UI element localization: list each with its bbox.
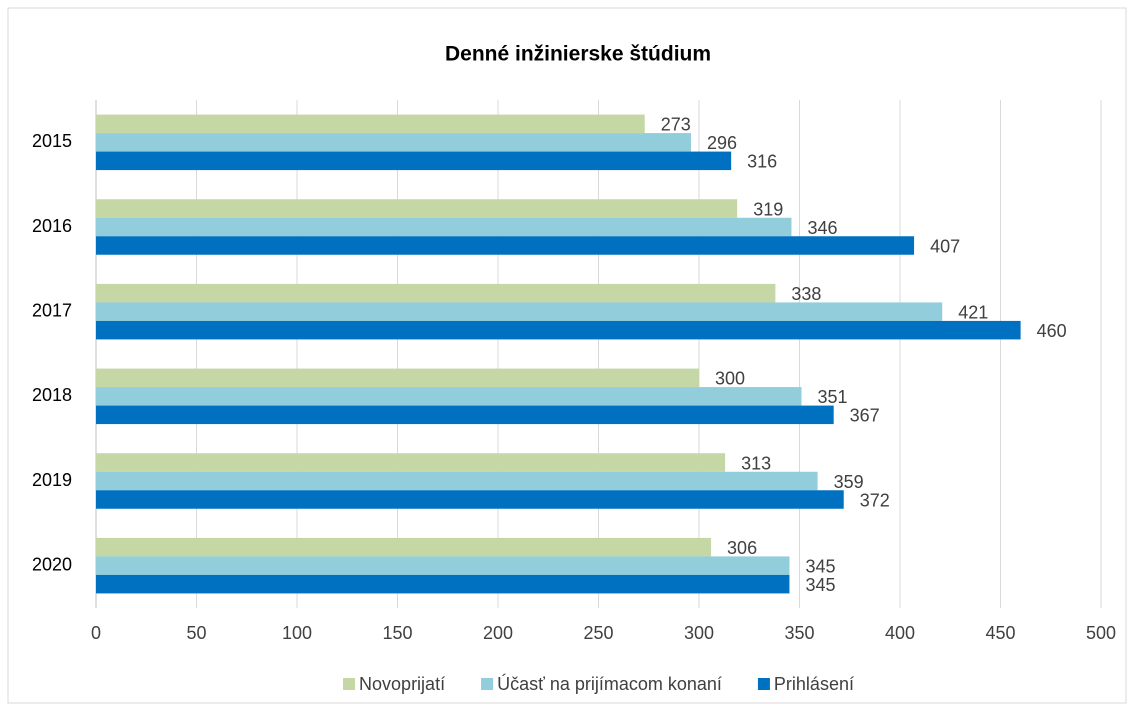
legend-label: Účasť na prijímacom konaní (497, 673, 722, 694)
chart-border (7, 7, 1127, 704)
bar (96, 405, 834, 425)
data-label: 300 (715, 369, 745, 389)
data-label: 367 (850, 406, 880, 426)
bar (96, 574, 790, 594)
data-label: 345 (805, 556, 835, 576)
bar (96, 236, 915, 255)
x-tick-label: 400 (885, 623, 915, 643)
data-label: 319 (753, 199, 783, 219)
data-label: 359 (834, 472, 864, 492)
bar (96, 302, 943, 321)
data-label: 313 (741, 453, 771, 473)
y-tick-label: 2019 (32, 470, 72, 490)
data-label: 407 (930, 236, 960, 256)
y-tick-label: 2017 (32, 300, 72, 320)
data-label: 460 (1037, 321, 1067, 341)
legend-swatch (757, 678, 770, 690)
bar (96, 133, 691, 152)
x-tick-label: 150 (382, 623, 412, 643)
legend-swatch (343, 678, 356, 690)
y-tick-label: 2020 (32, 554, 72, 574)
data-label: 316 (747, 152, 777, 172)
x-tick-label: 450 (985, 623, 1015, 643)
bar (96, 217, 792, 237)
bar (96, 199, 738, 218)
legend-label: Novoprijatí (359, 674, 445, 694)
legend-swatch (481, 678, 494, 690)
y-tick-label: 2016 (32, 216, 72, 236)
bar (96, 537, 712, 557)
data-label: 345 (805, 575, 835, 595)
data-label: 273 (661, 115, 691, 135)
data-label: 306 (727, 538, 757, 558)
data-label: 421 (958, 302, 988, 322)
x-tick-label: 50 (186, 623, 206, 643)
data-label: 351 (818, 387, 848, 407)
x-tick-label: 350 (784, 623, 814, 643)
data-label: 338 (791, 284, 821, 304)
bar (96, 387, 802, 406)
bar (96, 471, 818, 491)
chart-title: Denné inžinierske štúdium (445, 43, 711, 66)
bar (96, 114, 645, 134)
bar (96, 368, 699, 388)
data-label: 346 (807, 218, 837, 238)
x-tick-label: 300 (684, 623, 714, 643)
x-tick-label: 500 (1086, 623, 1116, 643)
bar (96, 151, 732, 171)
x-tick-label: 250 (583, 623, 613, 643)
data-label: 372 (860, 490, 890, 510)
x-tick-label: 200 (483, 623, 513, 643)
bar (96, 283, 776, 303)
x-tick-label: 100 (282, 623, 312, 643)
x-tick-label: 0 (91, 623, 101, 643)
legend-label: Prihlásení (774, 674, 854, 694)
bar (96, 453, 726, 472)
y-tick-label: 2015 (32, 131, 72, 151)
bar (96, 490, 844, 509)
y-tick-label: 2018 (32, 385, 72, 405)
bar (96, 320, 1021, 340)
data-label: 296 (707, 133, 737, 153)
bar (96, 556, 790, 575)
